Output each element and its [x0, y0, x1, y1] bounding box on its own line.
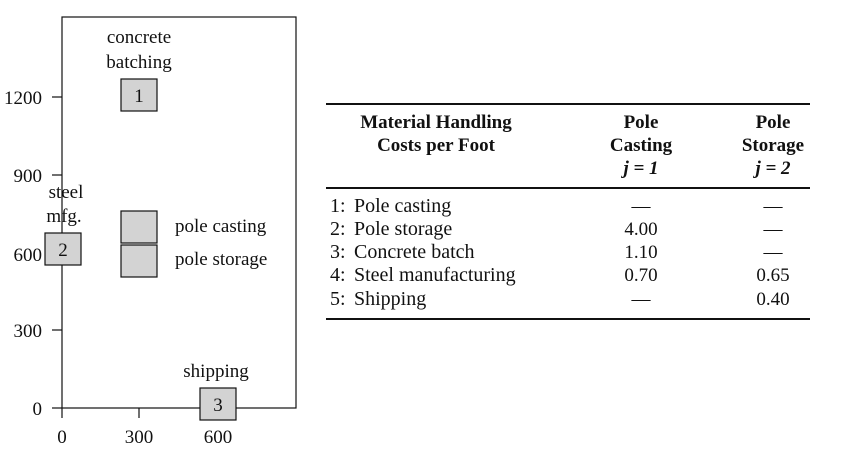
cell-j2: —	[763, 196, 783, 217]
row-name: Pole casting	[354, 195, 452, 217]
plot-frame	[61, 16, 297, 409]
facility-label: shipping	[183, 361, 249, 382]
facility-box	[44, 232, 82, 266]
table-row: 5: Shipping	[330, 288, 426, 311]
table-row: 4: Steel manufacturing	[330, 264, 516, 287]
row-number: 4:	[330, 264, 346, 286]
header-pole-storage: Pole Storage j = 2	[733, 111, 813, 180]
header-line: Storage	[741, 135, 805, 156]
header-pole-casting: Pole Casting j = 1	[601, 111, 681, 180]
facility-label: pole casting	[175, 216, 267, 237]
x-tick-label: 300	[125, 427, 154, 448]
y-tick-label: 900	[14, 166, 43, 187]
x-tick-label: 0	[57, 427, 67, 448]
facility-label: mfg.	[46, 206, 81, 227]
facility-box	[120, 244, 158, 278]
table-row: 1: Pole casting	[330, 195, 451, 218]
row-name: Pole storage	[354, 218, 453, 240]
header-material-handling: Material Handling Costs per Foot	[326, 111, 546, 157]
table-bottom-rule	[326, 318, 810, 320]
header-line: Pole	[755, 112, 791, 133]
cell-j2: 0.65	[756, 265, 790, 286]
y-tick-label: 1200	[4, 88, 42, 109]
header-line: j = 2	[755, 158, 791, 179]
facility-label: batching	[106, 52, 172, 73]
cell-j1: 0.70	[624, 265, 658, 286]
y-tick-label: 300	[14, 321, 43, 342]
facility-box	[120, 210, 158, 244]
facility-id: 1	[134, 86, 144, 107]
row-name: Shipping	[354, 288, 427, 310]
header-line: j = 1	[623, 158, 659, 179]
y-tick-label: 0	[33, 399, 43, 420]
cell-j2: 0.40	[756, 289, 790, 310]
row-name: Steel manufacturing	[354, 264, 516, 286]
facility-box	[199, 387, 237, 421]
row-number: 3:	[330, 241, 346, 263]
x-axis: 0 300 600	[57, 408, 232, 448]
header-line: Casting	[609, 135, 673, 156]
facility-id: 2	[58, 240, 68, 261]
facility-shipping: shipping 3	[183, 361, 249, 421]
header-line: Costs per Foot	[377, 135, 495, 156]
row-number: 1:	[330, 195, 346, 217]
row-name: Concrete batch	[354, 241, 475, 263]
cell-j2: —	[763, 219, 783, 240]
y-axis: 1200 900 600 300 0	[4, 88, 62, 420]
table-header-rule	[326, 187, 810, 189]
facility-label: pole storage	[175, 249, 267, 270]
row-number: 2:	[330, 218, 346, 240]
row-number: 5:	[330, 288, 346, 310]
facility-label: steel	[49, 182, 84, 203]
y-tick-label: 600	[14, 245, 43, 266]
cell-j1: —	[631, 289, 651, 310]
table-top-rule	[326, 103, 810, 105]
header-line: Pole	[623, 112, 659, 133]
cell-j1: 1.10	[624, 242, 658, 263]
cell-j1: —	[631, 196, 651, 217]
facility-box	[120, 78, 158, 112]
facility-pole-storage: pole storage	[120, 244, 267, 278]
facility-pole-casting: pole casting	[120, 210, 267, 244]
header-line: Material Handling	[360, 112, 512, 133]
facility-id: 3	[213, 395, 223, 416]
table-row: 2: Pole storage	[330, 218, 452, 241]
facility-label: concrete	[107, 27, 171, 48]
facility-steel-mfg: steel mfg. 2	[44, 182, 84, 266]
cell-j2: —	[763, 242, 783, 263]
facility-concrete-batching: concrete batching 1	[106, 27, 172, 112]
x-tick-label: 600	[204, 427, 233, 448]
table-row: 3: Concrete batch	[330, 241, 475, 264]
cell-j1: 4.00	[624, 219, 658, 240]
